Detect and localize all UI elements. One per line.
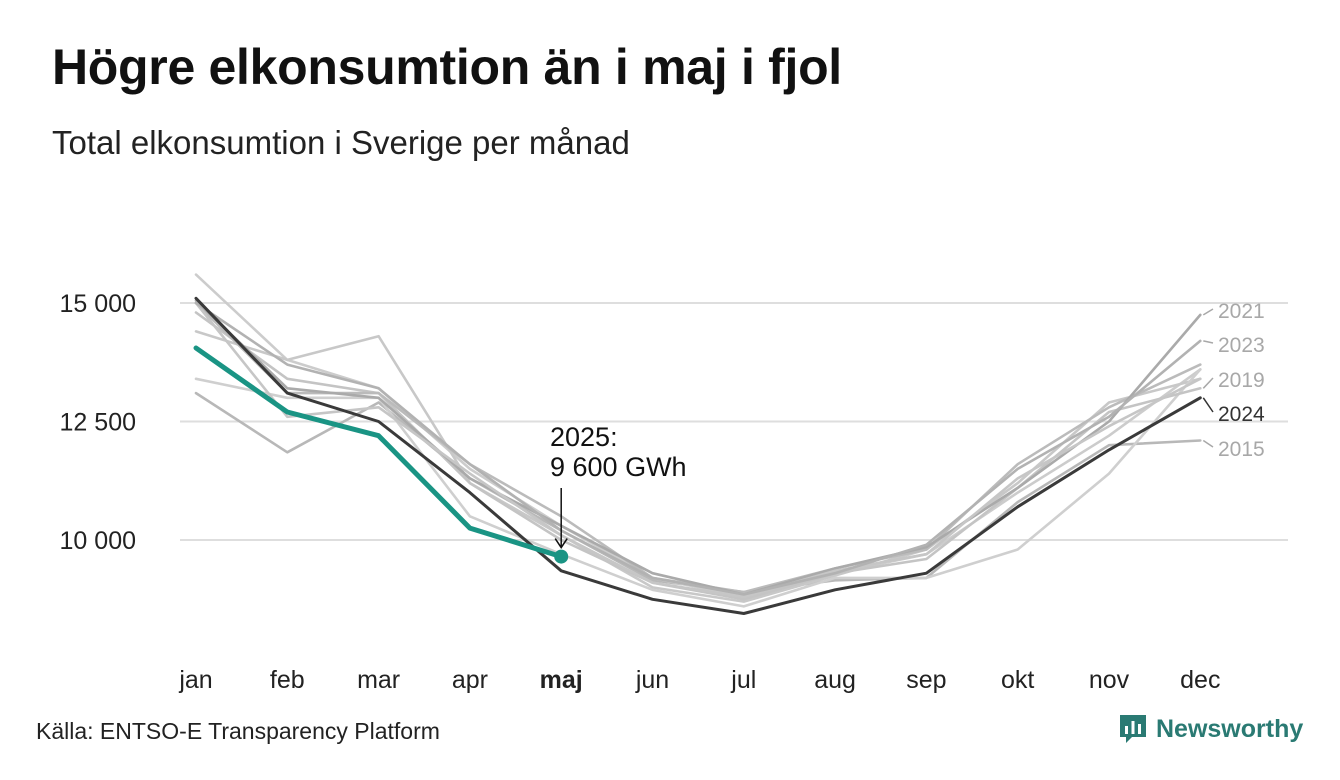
highlight-point <box>554 549 569 564</box>
series-line <box>194 301 1202 594</box>
brand-name: Newsworthy <box>1156 714 1304 743</box>
x-tick-label: okt <box>1001 666 1034 694</box>
label-leader-line <box>1203 340 1214 344</box>
series-label: 2019 <box>1218 369 1265 392</box>
x-tick-label: aug <box>814 666 856 694</box>
series-line <box>194 301 1202 596</box>
series-label: 2024 <box>1218 403 1265 426</box>
source-note: Källa: ENTSO-E Transparency Platform <box>36 718 440 744</box>
x-tick-label: jan <box>178 666 212 694</box>
label-leader-line <box>1202 439 1214 448</box>
y-tick-label: 15 000 <box>60 290 136 318</box>
x-tick-label: feb <box>270 666 305 694</box>
brand-logo[interactable]: Newsworthy <box>1118 713 1303 745</box>
x-tick-label: jul <box>730 666 756 694</box>
annotation-line-1: 2025: <box>550 422 618 452</box>
y-tick-label: 12 500 <box>60 409 136 437</box>
x-tick-label: maj <box>540 666 583 694</box>
label-leader-line <box>1202 377 1214 389</box>
label-leader-line <box>1202 397 1214 413</box>
annotation-line-2: 9 600 GWh <box>550 452 687 482</box>
x-tick-label: apr <box>452 666 488 694</box>
annotation-arrow-head <box>554 538 568 549</box>
series-line <box>194 296 1202 615</box>
series-line <box>194 299 1202 596</box>
label-leader-line <box>1202 308 1214 316</box>
line-chart: 10 000 12 500 15 000 jan feb mar apr maj jun jul a… <box>60 273 1288 694</box>
series-line <box>194 391 1202 594</box>
series-label: 2015 <box>1218 438 1265 461</box>
series-line <box>193 345 564 560</box>
chart-subtitle: Total elkonsumtion i Sverige per månad <box>52 124 630 161</box>
series-line <box>194 273 1202 599</box>
x-tick-label: dec <box>1180 666 1220 694</box>
chart-title: Högre elkonsumtion än i maj i fjol <box>52 39 842 95</box>
y-tick-label: 10 000 <box>60 527 136 555</box>
x-tick-label: nov <box>1089 666 1130 694</box>
series-line <box>194 330 1202 603</box>
series-label: 2021 <box>1218 300 1265 323</box>
series-line <box>194 301 1202 599</box>
x-tick-label: mar <box>357 666 400 694</box>
bar-chart-logo-icon <box>1120 715 1146 743</box>
series-label: 2023 <box>1218 334 1265 357</box>
x-tick-label: sep <box>906 666 946 694</box>
x-tick-label: jun <box>635 666 669 694</box>
series-line <box>194 368 1202 608</box>
